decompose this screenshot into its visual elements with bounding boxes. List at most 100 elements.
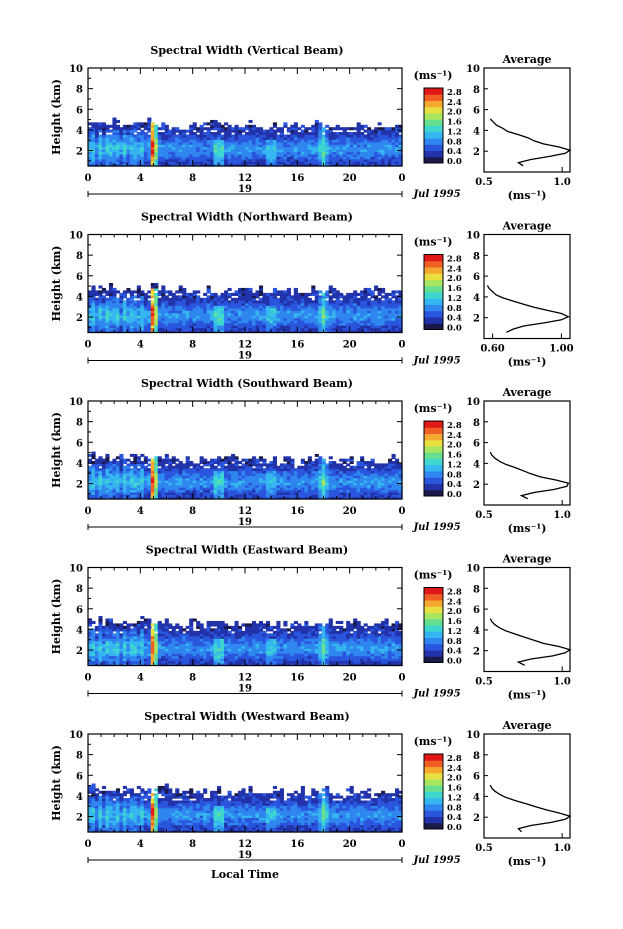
heatmap-cell	[395, 163, 400, 167]
heatmap-cell	[279, 141, 284, 145]
heatmap-cell	[398, 156, 403, 160]
heatmap-cell	[157, 127, 162, 131]
heatmap-cell	[175, 134, 180, 138]
heatmap-cell	[353, 146, 358, 150]
heatmap-cell	[276, 136, 281, 140]
heatmap-cell	[112, 158, 117, 162]
heatmap-cell	[150, 124, 155, 128]
heatmap-cell	[325, 141, 330, 145]
heatmap-cell	[178, 300, 183, 304]
colorbar-swatch	[424, 304, 443, 312]
heatmap-cell	[108, 134, 114, 138]
heatmap-cell	[265, 163, 271, 167]
heatmap-cell	[108, 285, 114, 289]
heatmap-cell	[88, 330, 93, 334]
heatmap-cell	[157, 153, 162, 157]
heatmap-cell	[101, 327, 107, 331]
heatmap-cell	[88, 122, 93, 126]
heatmap-cell	[94, 158, 100, 162]
colorbar-swatch	[424, 100, 443, 108]
heatmap-cell	[238, 315, 243, 319]
heatmap-cell	[370, 129, 375, 133]
heatmap-cell	[175, 322, 180, 326]
heatmap-cell	[171, 163, 176, 167]
heatmap-cell	[231, 317, 236, 321]
heatmap-cell	[140, 453, 145, 457]
heatmap-cell	[206, 307, 211, 311]
heatmap-cell	[203, 161, 208, 165]
heatmap-cell	[161, 151, 166, 155]
heatmap-cell	[245, 163, 250, 167]
heatmap-cell	[231, 307, 236, 311]
heatmap-cell	[276, 129, 281, 133]
heatmap-cell	[286, 139, 291, 143]
heatmap-cell	[136, 158, 141, 162]
heatmap-cell	[311, 153, 316, 157]
heatmap-cell	[224, 312, 229, 316]
colorbar-tick-label: 0.4	[447, 480, 462, 490]
heatmap-cell	[199, 315, 204, 319]
heatmap-cell	[206, 287, 211, 292]
x-tick-label: 16	[290, 340, 304, 351]
heatmap-cell	[133, 315, 138, 319]
heatmap-cell	[185, 129, 190, 133]
heatmap-cell	[129, 158, 134, 162]
heatmap-cell	[196, 156, 201, 160]
heatmap-cell	[377, 127, 382, 131]
heatmap-cell	[182, 156, 187, 160]
heatmap-cell	[210, 153, 215, 157]
heatmap-cell	[178, 146, 183, 150]
heatmap-cell	[213, 327, 218, 331]
heatmap-cell	[307, 149, 312, 153]
heatmap-cell	[367, 163, 372, 167]
heatmap-cell	[210, 151, 215, 155]
heatmap-cell	[384, 129, 389, 133]
heatmap-cell	[321, 146, 326, 150]
heatmap-cell	[234, 163, 239, 167]
heatmap-cell	[293, 163, 298, 167]
heatmap-cell	[391, 141, 396, 145]
heatmap-cell	[143, 132, 148, 136]
heatmap-cell	[175, 156, 180, 160]
heatmap-cell	[122, 458, 127, 462]
heatmap-cell	[196, 305, 201, 309]
heatmap-cell	[241, 136, 246, 140]
heatmap-cell	[342, 132, 347, 136]
heatmap-cell	[265, 134, 271, 138]
heatmap-cell	[192, 139, 197, 143]
heatmap-cell	[307, 158, 312, 162]
heatmap-cell	[248, 141, 253, 145]
avg-x-tick-label: 0.60	[480, 344, 504, 355]
heatmap-cell	[220, 136, 225, 140]
heatmap-cell	[98, 292, 103, 296]
heatmap-cell	[349, 144, 354, 148]
heatmap-cell	[101, 132, 107, 136]
heatmap-cell	[98, 122, 103, 126]
heatmap-cell	[210, 136, 215, 140]
heatmap-cell	[224, 320, 229, 324]
heatmap-cell	[346, 151, 351, 155]
heatmap-cell	[168, 153, 173, 157]
heatmap-cell	[245, 132, 250, 136]
heatmap-cell	[374, 153, 379, 157]
heatmap-cell	[245, 149, 250, 153]
heatmap-cell	[377, 287, 382, 292]
heatmap-cell	[112, 119, 117, 123]
heatmap-cell	[297, 144, 302, 148]
heatmap-cell	[206, 290, 211, 294]
heatmap-cell	[136, 327, 141, 331]
heatmap-cell	[88, 146, 93, 150]
heatmap-cell	[391, 134, 396, 138]
heatmap-cell	[150, 315, 155, 319]
heatmap-cell	[248, 139, 253, 143]
heatmap-cell	[196, 300, 201, 304]
heatmap-cell	[300, 161, 305, 165]
heatmap-cell	[234, 325, 239, 329]
heatmap-cell	[143, 134, 148, 138]
heatmap-cell	[91, 300, 96, 304]
heatmap-cell	[279, 463, 284, 467]
heatmap-cell	[189, 136, 194, 140]
heatmap-cell	[88, 453, 93, 457]
heatmap-cell	[164, 124, 169, 128]
heatmap-cell	[150, 132, 155, 136]
